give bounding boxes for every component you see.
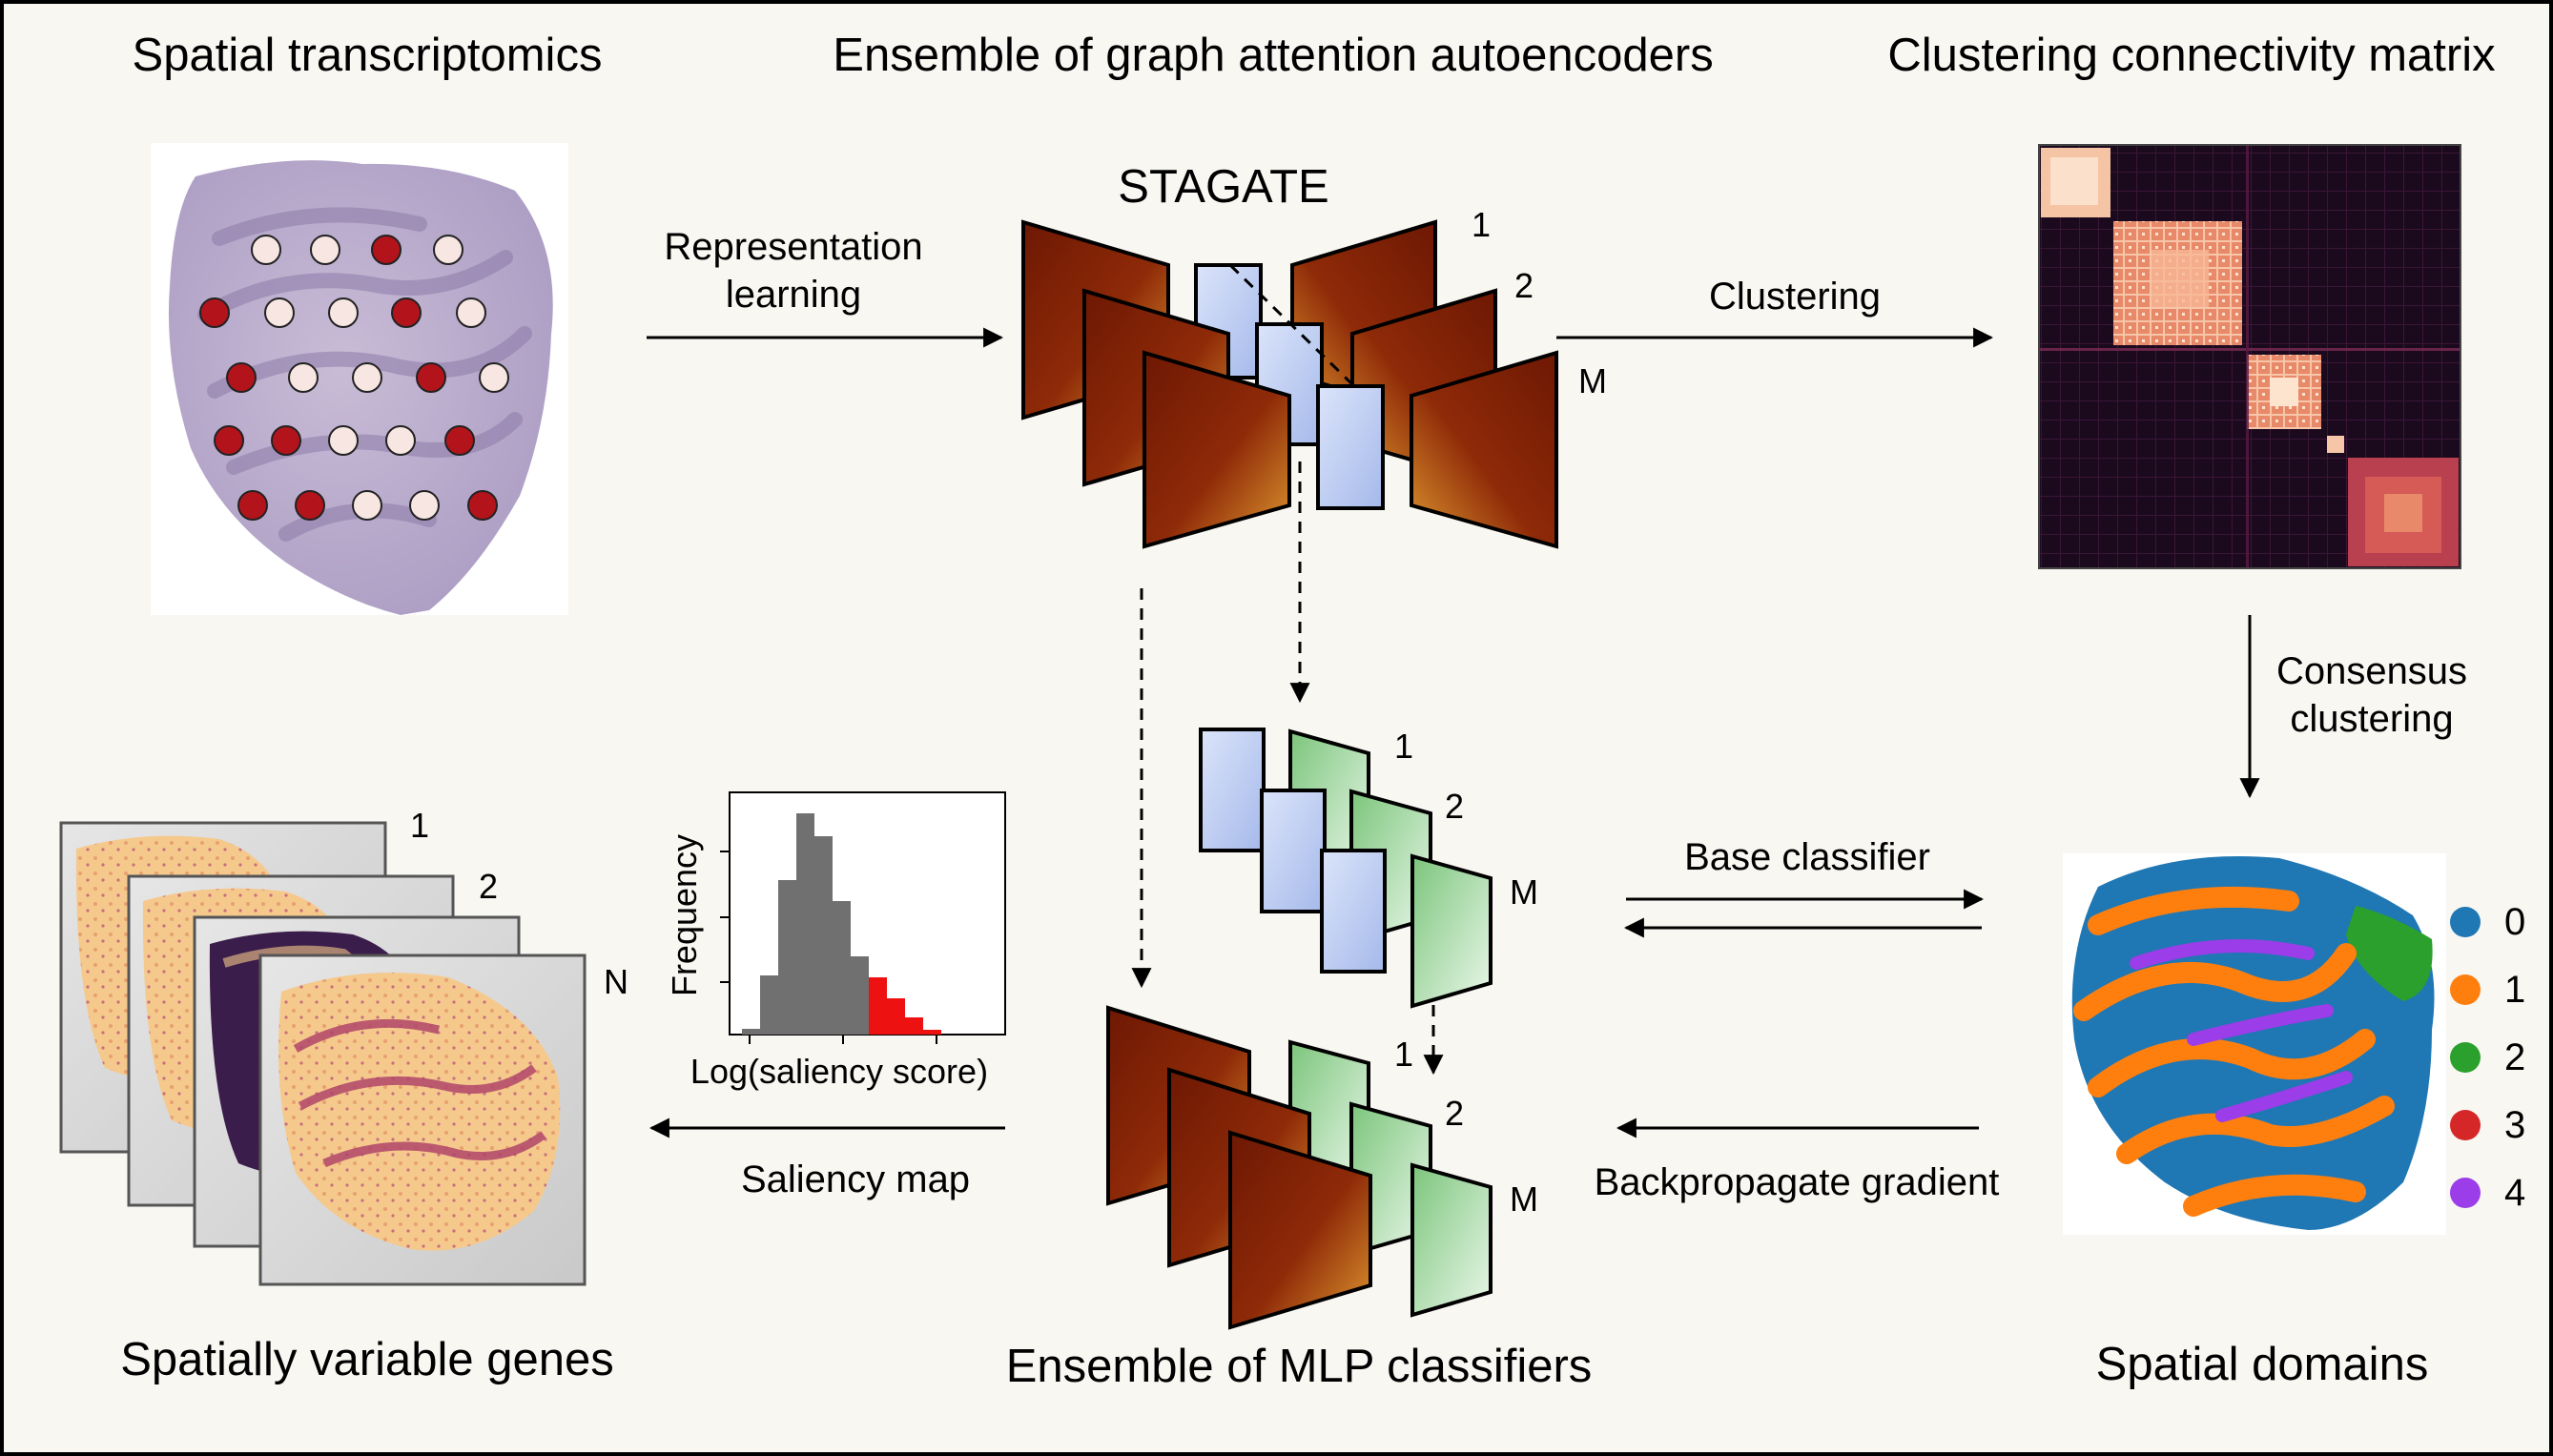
spot-4-3 — [409, 490, 440, 521]
spot-3-0 — [214, 425, 244, 456]
label-consensus-line1: Consensus — [2276, 650, 2467, 692]
histogram-bar — [851, 956, 869, 1035]
histogram-bar — [814, 836, 833, 1035]
spot-0-3 — [433, 235, 463, 265]
classifier-latent-m — [1320, 849, 1387, 974]
latent-m — [1316, 384, 1385, 510]
histogram-ylabel: Frequency — [665, 834, 704, 996]
legend-swatch-3 — [2450, 1110, 2481, 1140]
legend-label-0: 0 — [2504, 901, 2525, 943]
legend-swatch-1 — [2450, 974, 2481, 1005]
title-spatial-transcriptomics: Spatial transcriptomics — [133, 30, 603, 81]
spot-3-1 — [271, 425, 301, 456]
legend-swatch-0 — [2450, 907, 2481, 937]
label-representation-line2: learning — [726, 274, 861, 316]
index-ae-m: M — [1578, 361, 1607, 400]
spot-2-3 — [416, 362, 446, 393]
label-saliency-map: Saliency map — [741, 1159, 970, 1200]
spot-2-2 — [352, 362, 382, 393]
title-spatial-domains: Spatial domains — [2096, 1339, 2429, 1390]
label-clustering: Clustering — [1709, 276, 1881, 318]
decoder-m — [1410, 350, 1558, 549]
spot-3-4 — [444, 425, 475, 456]
histogram-bar — [796, 813, 814, 1035]
spot-0-2 — [371, 235, 401, 265]
autoencoder-ensemble — [1021, 219, 1558, 549]
index-slide-2: 2 — [479, 867, 498, 906]
mlp-head-m — [1410, 1162, 1493, 1318]
legend-swatch-2 — [2450, 1042, 2481, 1073]
title-spatially-variable-genes: Spatially variable genes — [120, 1334, 614, 1385]
index-slide-1: 1 — [410, 806, 429, 845]
index-classifier-2: 2 — [1445, 787, 1464, 826]
index-slide-n: N — [604, 962, 628, 1001]
classifier-latent-1 — [1199, 728, 1266, 852]
classifier-head-m — [1410, 853, 1493, 1009]
classifier-latent-2 — [1260, 789, 1327, 913]
histogram-bar — [742, 1029, 760, 1035]
mlp-ensemble — [1106, 1005, 1493, 1330]
histogram-bar — [923, 1030, 941, 1035]
tissue-image — [151, 143, 568, 616]
gene-slide-stack — [59, 821, 587, 1286]
spot-4-4 — [467, 490, 498, 521]
index-ae-2: 2 — [1514, 266, 1534, 305]
spot-4-2 — [352, 490, 382, 521]
spot-0-1 — [310, 235, 340, 265]
encoder-m — [1143, 350, 1291, 549]
stagate-label: STAGATE — [1118, 161, 1328, 213]
legend-label-3: 3 — [2504, 1104, 2525, 1146]
spot-4-1 — [295, 490, 325, 521]
index-mlp-m: M — [1510, 1179, 1538, 1219]
label-backpropagate: Backpropagate gradient — [1595, 1161, 2000, 1203]
label-base-classifier: Base classifier — [1684, 836, 1930, 878]
histogram-bar — [905, 1017, 923, 1035]
histogram-bars — [742, 813, 941, 1035]
expression-spots — [199, 235, 509, 521]
index-mlp-2: 2 — [1445, 1094, 1464, 1133]
index-classifier-m: M — [1510, 872, 1538, 912]
index-ae-1: 1 — [1472, 205, 1491, 244]
legend-label-4: 4 — [2504, 1172, 2525, 1214]
base-classifier-ensemble — [1199, 728, 1493, 1009]
spot-3-3 — [385, 425, 416, 456]
title-connectivity-matrix: Clustering connectivity matrix — [1887, 30, 2495, 81]
histogram-bar — [760, 975, 778, 1035]
domain-legend: 0 1 2 3 4 — [2450, 901, 2525, 1214]
spot-1-2 — [328, 297, 359, 328]
spot-2-1 — [288, 362, 319, 393]
mlp-encoder-m — [1228, 1130, 1372, 1330]
spot-2-4 — [479, 362, 509, 393]
spot-1-0 — [199, 297, 230, 328]
spot-0-0 — [251, 235, 281, 265]
label-representation-line1: Representation — [664, 226, 922, 268]
saliency-histogram — [720, 791, 1006, 1044]
index-mlp-1: 1 — [1394, 1035, 1413, 1074]
label-consensus-line2: clustering — [2290, 698, 2453, 740]
histogram-bar — [833, 901, 851, 1035]
histogram-bar — [887, 998, 905, 1035]
histogram-xlabel: Log(saliency score) — [690, 1052, 988, 1091]
index-classifier-1: 1 — [1394, 727, 1413, 766]
spot-1-3 — [391, 297, 422, 328]
spot-1-4 — [456, 297, 486, 328]
legend-swatch-4 — [2450, 1178, 2481, 1208]
histogram-bar — [869, 977, 887, 1035]
title-ensemble-gat: Ensemble of graph attention autoencoders — [833, 30, 1713, 81]
gene-slide-n — [258, 954, 587, 1286]
spot-1-1 — [264, 297, 295, 328]
legend-label-1: 1 — [2504, 969, 2525, 1011]
spot-3-2 — [328, 425, 359, 456]
spot-4-0 — [237, 490, 268, 521]
spatial-domain-map — [2063, 853, 2446, 1235]
legend-label-2: 2 — [2504, 1036, 2525, 1078]
spot-2-0 — [226, 362, 257, 393]
histogram-bar — [778, 880, 796, 1035]
connectivity-matrix — [2038, 144, 2461, 569]
title-mlp-classifiers: Ensemble of MLP classifiers — [1006, 1341, 1593, 1392]
